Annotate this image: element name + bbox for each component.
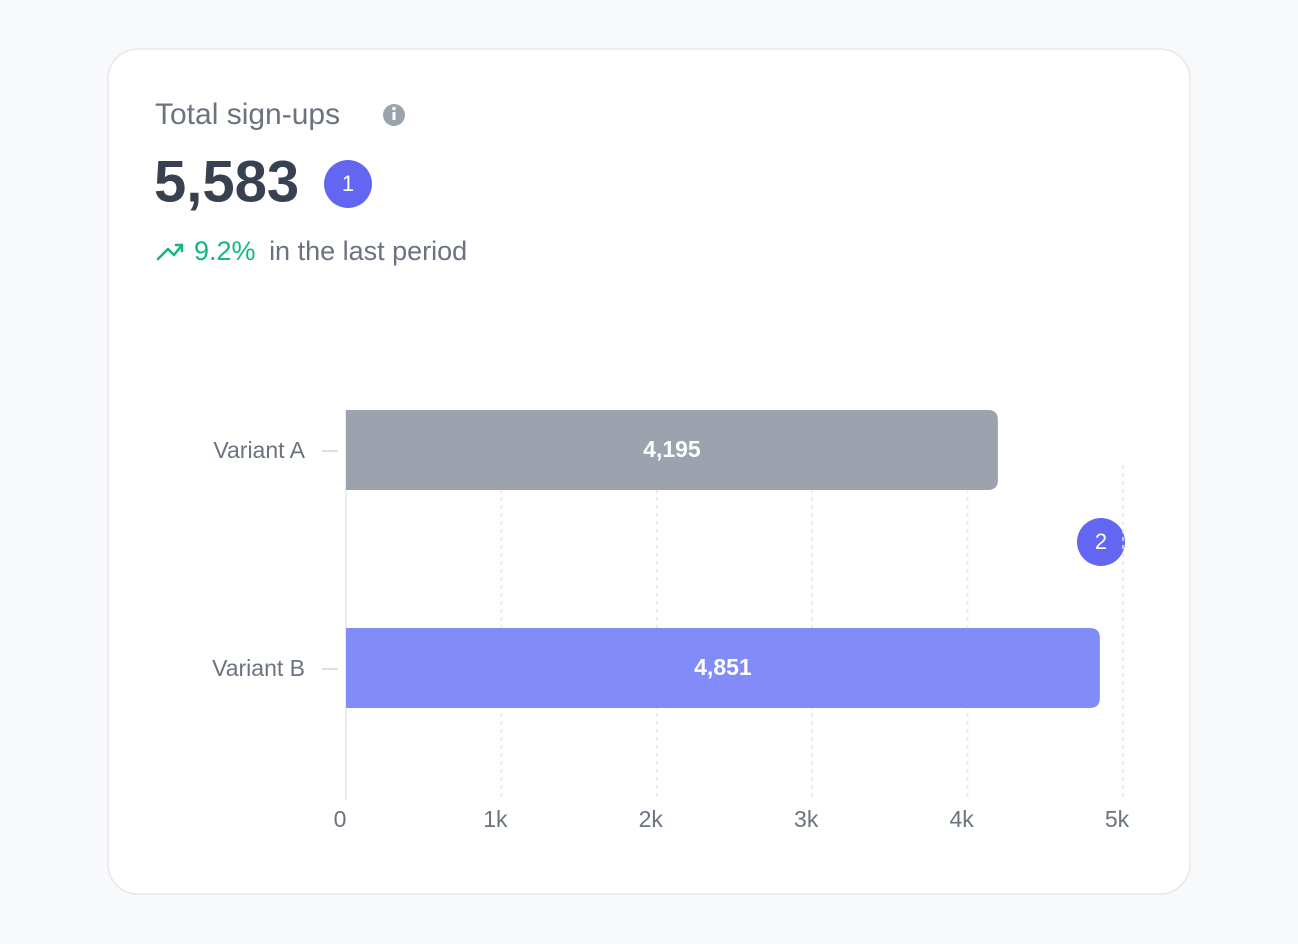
bar-value-label: 4,195 [643,436,701,462]
x-tick-label: 2k [639,806,664,832]
bar-value-label: 4,851 [694,654,752,680]
badge [1077,518,1125,566]
bar [346,628,1100,708]
badge [324,160,372,208]
change-line: 9.2% in the last period [194,236,467,266]
bar [346,410,998,490]
trend-icon [156,243,184,261]
y-tick-label: Variant B [212,655,305,681]
x-tick-label: 4k [949,806,974,832]
change-text: in the last period [269,236,467,266]
total-value: 5,583 [154,149,299,214]
x-tick-label: 1k [483,806,508,832]
badge-label: 2 [1095,529,1107,554]
change-value: 9.2% [194,236,256,266]
x-tick-label: 5k [1105,806,1130,832]
card-title: Total sign-ups [155,98,340,131]
badge-label: 1 [342,171,354,196]
x-tick-label: 0 [334,806,347,832]
info-icon[interactable] [383,104,405,126]
x-tick-label: 3k [794,806,819,832]
y-tick-label: Variant A [213,437,305,463]
